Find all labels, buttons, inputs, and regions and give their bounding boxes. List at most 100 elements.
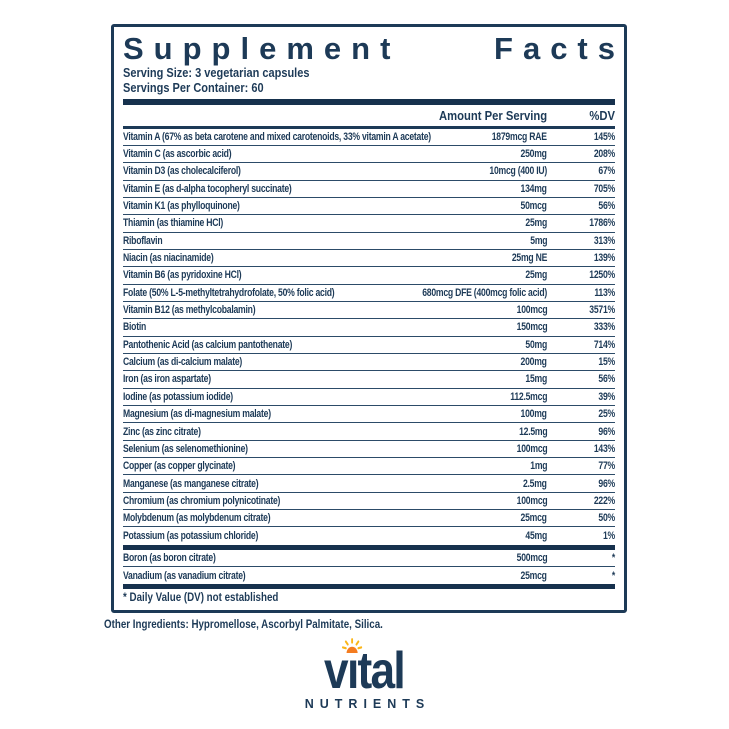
row-dv: 1% xyxy=(602,530,615,543)
row-dv: 1786% xyxy=(589,217,615,230)
sun-icon xyxy=(342,638,363,653)
section-divider-bar-top xyxy=(123,544,615,550)
table-row: Selenium (as selenomethionine) 100mcg 143% xyxy=(123,441,615,459)
column-header-amount: Amount Per Serving xyxy=(438,108,547,123)
row-amount: 150mcg xyxy=(516,321,547,334)
daily-value-footnote: * Daily Value (DV) not established xyxy=(123,592,279,605)
row-dv: 39% xyxy=(598,390,615,403)
row-dv: 222% xyxy=(593,494,615,507)
supplement-facts-panel: Supplement Facts Serving Size: 3 vegetar… xyxy=(111,24,627,613)
table-row: Iron (as iron aspartate) 15mg 56% xyxy=(123,371,615,389)
row-dv: * xyxy=(611,569,615,582)
row-dv: 50% xyxy=(598,512,615,525)
row-name: Thiamin (as thiamine HCl) xyxy=(123,217,224,230)
row-name: Molybdenum (as molybdenum citrate) xyxy=(123,512,271,525)
table-row: Potassium (as potassium chloride) 45mg 1% xyxy=(123,527,615,544)
row-amount: 5mg xyxy=(529,234,547,247)
row-amount: 25mcg xyxy=(520,569,547,582)
row-dv: 77% xyxy=(598,460,615,473)
row-amount: 680mcg DFE (400mcg folic acid) xyxy=(422,286,547,299)
row-dv: 56% xyxy=(598,373,615,386)
row-amount: 100mcg xyxy=(516,494,547,507)
row-amount: 50mg xyxy=(525,338,547,351)
table-row: Niacin (as niacinamide) 25mg NE 139% xyxy=(123,250,615,268)
row-amount: 500mcg xyxy=(516,551,547,564)
row-name: Vitamin K1 (as phylloquinone) xyxy=(123,200,240,213)
row-amount: 134mg xyxy=(520,182,547,195)
row-dv: 56% xyxy=(598,200,615,213)
table-row: Iodine (as potassium iodide) 112.5mcg 39% xyxy=(123,389,615,406)
header-underline xyxy=(123,126,615,129)
row-amount: 45mg xyxy=(525,530,547,543)
row-name: Iron (as iron aspartate) xyxy=(123,373,211,386)
row-name: Vitamin B12 (as methylcobalamin) xyxy=(123,304,256,317)
row-amount: 50mcg xyxy=(520,200,547,213)
row-amount: 15mg xyxy=(525,373,547,386)
table-row: Boron (as boron citrate) 500mcg * xyxy=(123,550,615,568)
row-dv: 145% xyxy=(593,130,615,143)
other-ingredients-text: Other Ingredients: Hypromellose, Ascorby… xyxy=(104,619,383,631)
table-row: Pantothenic Acid (as calcium pantothenat… xyxy=(123,337,615,354)
row-amount: 2.5mg xyxy=(523,477,547,490)
row-dv: 96% xyxy=(598,477,615,490)
row-dv: 15% xyxy=(598,356,615,369)
row-name: Vitamin C (as ascorbic acid) xyxy=(123,148,232,161)
row-name: Biotin xyxy=(123,321,147,334)
row-name: Calcium (as di-calcium malate) xyxy=(123,356,243,369)
table-row: Chromium (as chromium polynicotinate) 100… xyxy=(123,493,615,511)
row-amount: 25mg NE xyxy=(511,252,548,265)
row-name: Vitamin A (67% as beta carotene and mixe… xyxy=(123,130,431,143)
column-header-dv: %DV xyxy=(589,108,615,123)
row-amount: 100mg xyxy=(520,408,547,421)
row-dv: 313% xyxy=(593,234,615,247)
row-name: Niacin (as niacinamide) xyxy=(123,252,214,265)
row-dv: 3571% xyxy=(589,304,615,317)
row-dv: 25% xyxy=(598,408,615,421)
row-name: Boron (as boron citrate) xyxy=(123,551,216,564)
logo-subtext: NUTRIENTS xyxy=(304,697,431,711)
section-divider-bar-bottom xyxy=(123,584,615,590)
row-amount: 250mg xyxy=(520,148,547,161)
row-dv: 143% xyxy=(593,442,615,455)
logo-letter-v: v xyxy=(324,642,350,700)
table-row: Vitamin D3 (as cholecalciferol) 10mcg (40… xyxy=(123,163,615,181)
table-row: Vanadium (as vanadium citrate) 25mcg * xyxy=(123,567,615,584)
row-name: Iodine (as potassium iodide) xyxy=(123,390,233,403)
no-dv-nutrient-rows: Boron (as boron citrate) 500mcg * Vanadium … xyxy=(123,550,615,585)
row-amount: 100mcg xyxy=(516,304,547,317)
row-dv: 139% xyxy=(593,252,615,265)
header-top-bar xyxy=(123,99,615,105)
row-name: Vanadium (as vanadium citrate) xyxy=(123,569,246,582)
table-row: Vitamin A (67% as beta carotene and mixe… xyxy=(123,129,615,146)
table-row: Manganese (as manganese citrate) 2.5mg 96% xyxy=(123,475,615,493)
row-name: Manganese (as manganese citrate) xyxy=(123,477,259,490)
table-row: Vitamin B12 (as methylcobalamin) 100mcg 35… xyxy=(123,302,615,320)
row-amount: 1mg xyxy=(529,460,547,473)
row-dv: 714% xyxy=(593,338,615,351)
table-row: Copper (as copper glycinate) 1mg 77% xyxy=(123,458,615,476)
row-name: Riboflavin xyxy=(123,234,163,247)
row-name: Vitamin E (as d-alpha tocopheryl succina… xyxy=(123,182,292,195)
row-dv: 333% xyxy=(593,321,615,334)
row-name: Pantothenic Acid (as calcium pantothenat… xyxy=(123,338,293,351)
row-amount: 25mcg xyxy=(520,512,547,525)
panel-title: Supplement Facts xyxy=(123,32,615,66)
table-row: Thiamin (as thiamine HCl) 25mg 1786% xyxy=(123,215,615,233)
row-amount: 12.5mg xyxy=(518,425,548,438)
row-amount: 25mg xyxy=(525,217,547,230)
row-dv: * xyxy=(611,551,615,564)
row-amount: 200mg xyxy=(520,356,547,369)
table-row: Vitamin E (as d-alpha tocopheryl succina… xyxy=(123,181,615,198)
row-dv: 96% xyxy=(598,425,615,438)
row-amount: 10mcg (400 IU) xyxy=(489,165,547,178)
logo-letters-tal: tal xyxy=(357,642,406,700)
table-row: Vitamin K1 (as phylloquinone) 50mcg 56% xyxy=(123,198,615,216)
logo-wordmark: v ıtal xyxy=(325,638,406,697)
row-amount: 112.5mcg xyxy=(510,390,547,403)
row-name: Folate (50% L-5-methyltetrahydrofolate, … xyxy=(123,286,335,299)
row-amount: 25mg xyxy=(525,269,547,282)
nutrient-rows: Vitamin A (67% as beta carotene and mixe… xyxy=(123,129,615,545)
row-dv: 67% xyxy=(598,165,615,178)
table-row: Vitamin C (as ascorbic acid) 250mg 208% xyxy=(123,146,615,164)
table-row: Calcium (as di-calcium malate) 200mg 15% xyxy=(123,354,615,372)
